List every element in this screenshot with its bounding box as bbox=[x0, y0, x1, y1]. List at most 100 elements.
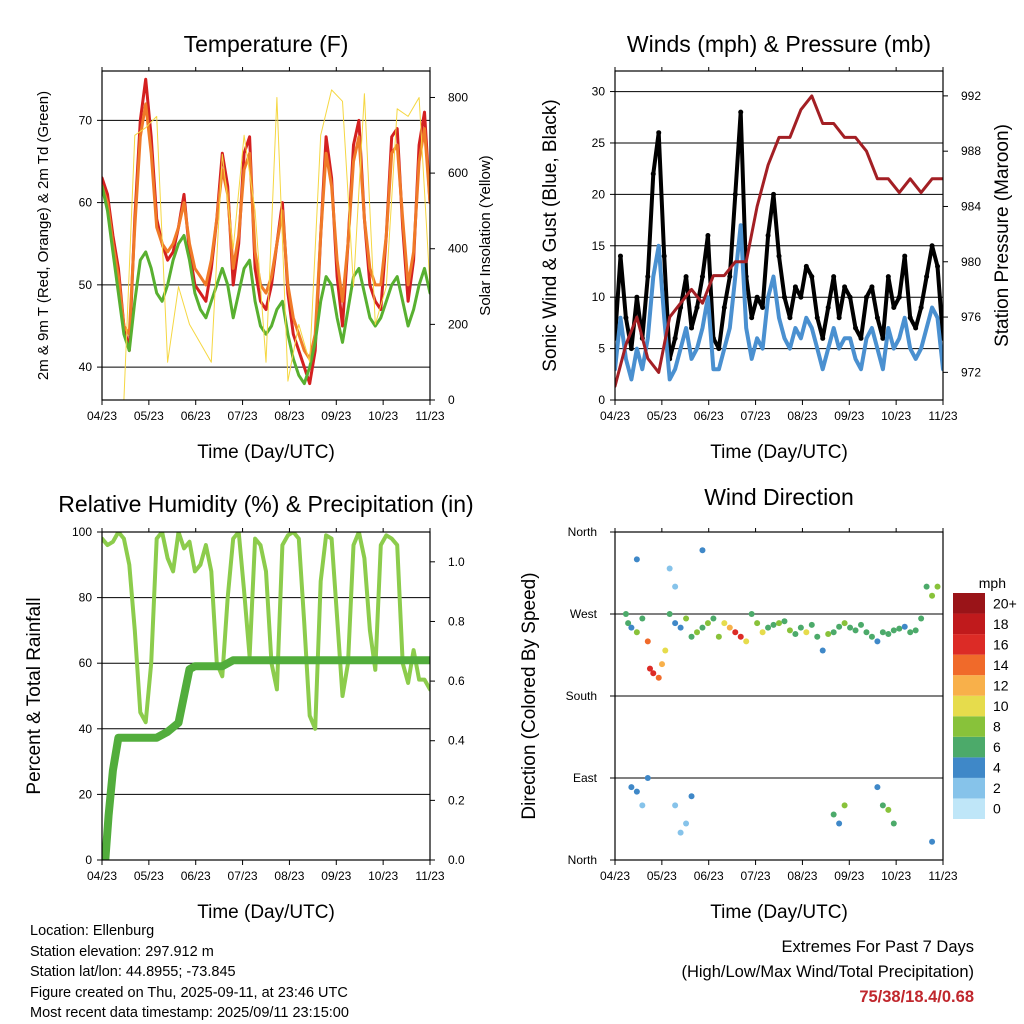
direction-point bbox=[633, 556, 640, 563]
colorbar-label: 10 bbox=[993, 698, 1009, 714]
direction-point bbox=[858, 621, 864, 628]
panel-0-ytick-label: 60 bbox=[79, 196, 93, 210]
panel-3-xtick-label: 08/23 bbox=[787, 869, 817, 883]
direction-point bbox=[890, 820, 897, 827]
panel-1-series-1 bbox=[615, 223, 943, 382]
panel-1-xtick-label: 09/23 bbox=[834, 409, 864, 423]
gust-point bbox=[661, 253, 667, 259]
gust-point bbox=[617, 253, 623, 259]
direction-point bbox=[819, 647, 826, 654]
colorbar-label: 14 bbox=[993, 657, 1009, 673]
panel-2-ytick-right-label: 1.0 bbox=[448, 555, 465, 569]
panel-1-ytick-right-label: 976 bbox=[961, 310, 981, 324]
direction-point bbox=[841, 620, 848, 627]
gust-point bbox=[798, 294, 804, 300]
direction-point bbox=[803, 629, 810, 636]
direction-point bbox=[694, 629, 700, 636]
direction-point bbox=[644, 775, 651, 781]
direction-point bbox=[655, 674, 662, 681]
direction-point bbox=[644, 638, 651, 645]
gust-point bbox=[699, 274, 705, 280]
panel-1-ytick-label: 30 bbox=[592, 85, 606, 99]
direction-point bbox=[715, 633, 722, 640]
direction-point bbox=[814, 633, 821, 640]
gust-point bbox=[842, 284, 848, 290]
location-text: Location: Ellenburg bbox=[30, 923, 155, 939]
extremes-value: 75/38/18.4/0.68 bbox=[859, 988, 974, 1006]
panel-0-frame bbox=[101, 70, 431, 401]
panel-2-xlabel: Time (Day/UTC) bbox=[197, 902, 335, 923]
panel-3-xtick-label: 04/23 bbox=[600, 869, 630, 883]
direction-point bbox=[786, 627, 793, 634]
colorbar-swatch bbox=[953, 695, 985, 717]
panel-2-ytick-right-label: 0.8 bbox=[448, 614, 465, 628]
direction-point bbox=[622, 611, 629, 617]
gust-point bbox=[869, 284, 875, 290]
colorbar-label: 18 bbox=[993, 616, 1009, 632]
panel-2-ytick-label: 60 bbox=[79, 656, 93, 670]
colorbar-title: mph bbox=[979, 575, 1006, 591]
panel-1-ytick-label: 15 bbox=[592, 239, 606, 253]
direction-point bbox=[918, 615, 925, 622]
gust-point bbox=[907, 315, 913, 321]
direction-point bbox=[836, 820, 843, 827]
direction-point bbox=[765, 624, 772, 631]
gust-point bbox=[781, 294, 787, 300]
panel-0-series-1 bbox=[102, 102, 430, 361]
gust-point bbox=[683, 274, 689, 280]
panel-0-series-3 bbox=[102, 89, 430, 400]
panel-2-xtick-label: 10/23 bbox=[368, 869, 398, 883]
direction-point bbox=[863, 629, 870, 636]
panel-3-title: Wind Direction bbox=[704, 484, 854, 510]
gust-point bbox=[814, 315, 820, 321]
panel-2-xtick-label: 11/23 bbox=[415, 869, 444, 883]
panel-0-xtick-label: 06/23 bbox=[181, 409, 211, 423]
panel-2-ytick-label: 0 bbox=[85, 853, 92, 867]
panel-2-ytick-right-label: 0.2 bbox=[448, 793, 465, 807]
direction-point bbox=[770, 621, 777, 628]
gust-point bbox=[929, 243, 935, 249]
direction-point bbox=[699, 547, 706, 554]
direction-point bbox=[879, 802, 886, 809]
direction-point bbox=[890, 627, 897, 634]
direction-point bbox=[672, 583, 679, 590]
direction-point bbox=[885, 631, 892, 638]
direction-point bbox=[726, 624, 733, 631]
direction-point bbox=[792, 631, 799, 638]
gust-point bbox=[760, 304, 766, 310]
direction-point bbox=[923, 583, 930, 590]
panel-1-ylabel: Sonic Wind & Gust (Blue, Black) bbox=[540, 99, 561, 371]
panel-2-ytick-label: 100 bbox=[72, 525, 92, 539]
panel-1-ytick-right-label: 988 bbox=[961, 144, 981, 158]
direction-point bbox=[628, 784, 635, 791]
direction-point bbox=[743, 638, 750, 645]
panel-3-frame bbox=[614, 531, 944, 861]
direction-point bbox=[625, 620, 632, 627]
panel-2-ytick-label: 20 bbox=[79, 787, 93, 801]
panel-3-xtick-label: 05/23 bbox=[647, 869, 677, 883]
direction-point bbox=[825, 631, 832, 638]
direction-point bbox=[688, 793, 695, 800]
panel-0-ytick-label: 50 bbox=[79, 278, 93, 292]
gust-point bbox=[853, 325, 859, 331]
panel-2-xtick-label: 09/23 bbox=[321, 869, 351, 883]
recent-text: Most recent data timestamp: 2025/09/11 2… bbox=[30, 1005, 349, 1021]
panel-0-xtick-label: 07/23 bbox=[228, 409, 258, 423]
gust-point bbox=[672, 335, 678, 341]
panel-0-xtick-label: 05/23 bbox=[134, 409, 164, 423]
panel-3-xlabel: Time (Day/UTC) bbox=[710, 902, 848, 923]
colorbar-label: 2 bbox=[993, 780, 1001, 796]
panel-0-ytick-right-label: 800 bbox=[448, 90, 468, 104]
panel-2-ytick-right-label: 0.0 bbox=[448, 853, 465, 867]
gust-point bbox=[721, 304, 727, 310]
panel-1-title: Winds (mph) & Pressure (mb) bbox=[627, 31, 931, 57]
panel-0-ytick-right-label: 400 bbox=[448, 242, 468, 256]
extremes-box: Extremes For Past 7 Days (High/Low/Max W… bbox=[681, 935, 974, 1010]
panel-0-ytick-label: 40 bbox=[79, 360, 93, 374]
panel-1-xtick-label: 05/23 bbox=[647, 409, 677, 423]
gust-point bbox=[880, 335, 886, 341]
gust-point bbox=[645, 274, 651, 280]
gust-point bbox=[902, 253, 908, 259]
direction-point bbox=[901, 623, 908, 630]
direction-point bbox=[639, 615, 646, 622]
